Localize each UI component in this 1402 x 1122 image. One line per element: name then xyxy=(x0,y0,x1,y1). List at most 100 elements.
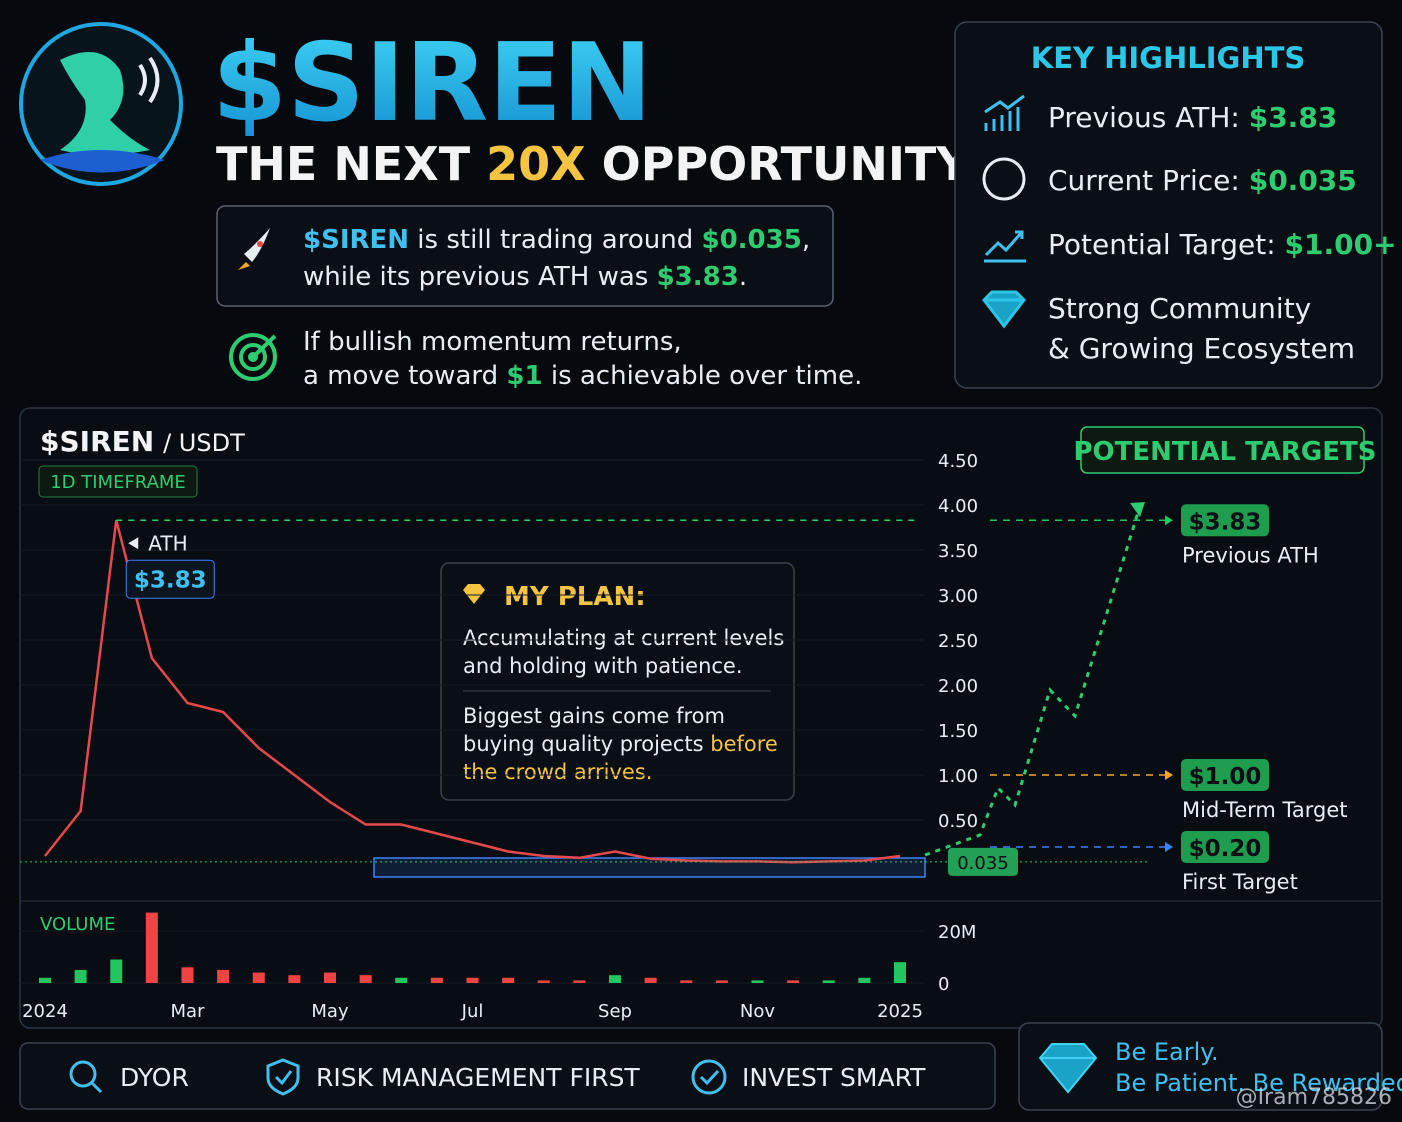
target-label: $1.00 xyxy=(1189,764,1262,790)
volume-bar xyxy=(359,975,372,983)
volume-bar xyxy=(751,980,764,983)
volume-bar xyxy=(573,980,586,983)
logo xyxy=(19,22,183,186)
info-line: $SIREN is still trading around $0.035, xyxy=(303,225,810,255)
y-tick-label: 4.50 xyxy=(938,451,978,472)
volume-bar xyxy=(822,980,835,983)
x-tick-label: 2024 xyxy=(22,1001,68,1022)
volume-bar xyxy=(252,972,265,983)
info-price: $0.035 xyxy=(701,225,801,255)
volume-bar xyxy=(324,972,336,983)
projection-arrow xyxy=(1130,502,1145,517)
slogan-line: Be Patient. Be Rewarded. xyxy=(1115,1069,1402,1097)
highlight-item: Current Price: $0.035 xyxy=(1048,164,1357,197)
highlight-value: $3.83 xyxy=(1249,101,1338,134)
highlight-item: Previous ATH: $3.83 xyxy=(1048,101,1337,134)
volume-bar xyxy=(217,969,230,983)
plan-text: Accumulating at current levels xyxy=(463,626,784,650)
target-arrow xyxy=(1165,770,1173,780)
highlights-title: KEY HIGHLIGHTS xyxy=(1031,41,1306,75)
volume-tick-label: 0 xyxy=(938,974,949,995)
y-tick-label: 2.00 xyxy=(938,676,978,697)
pair-title: $SIREN / USDT xyxy=(40,425,245,458)
slogan-line: Be Early. xyxy=(1115,1038,1219,1066)
volume-bar xyxy=(537,980,550,983)
target-label: $3.83 xyxy=(1189,509,1262,535)
footer-panel xyxy=(19,1042,996,1110)
target-label: $0.20 xyxy=(1189,836,1262,862)
price-line xyxy=(44,519,901,864)
plan-text: and holding with patience. xyxy=(463,654,743,678)
target-badge xyxy=(1181,831,1269,863)
volume-bar xyxy=(858,977,871,983)
volume-bar xyxy=(395,977,408,983)
volume-title: VOLUME xyxy=(40,914,115,935)
volume-bar xyxy=(787,980,800,983)
footer-item: INVEST SMART xyxy=(742,1063,926,1092)
volume-bar xyxy=(466,977,479,983)
info-text: . xyxy=(739,262,747,292)
x-tick-label: Sep xyxy=(598,1001,632,1022)
rocket-icon xyxy=(238,228,270,270)
targets-title: POTENTIAL TARGETS xyxy=(1074,437,1377,467)
timeframe-badge xyxy=(38,465,198,498)
subtitle-part: OPPORTUNITY? xyxy=(586,137,997,191)
volume-bar xyxy=(288,975,301,983)
info-text: is still trading around xyxy=(409,225,701,255)
info-token: $SIREN xyxy=(303,225,409,255)
ath-badge xyxy=(125,559,215,599)
subtitle-part: THE NEXT xyxy=(216,137,486,191)
volume-bar xyxy=(644,977,657,983)
x-tick-label: 2025 xyxy=(877,1001,923,1022)
target-name: Mid-Term Target xyxy=(1182,798,1347,822)
volume-bar xyxy=(715,980,728,983)
highlight-label: Previous ATH: xyxy=(1048,101,1240,134)
target-icon xyxy=(229,333,277,381)
current-price-badge xyxy=(948,847,1018,876)
highlight-label: Current Price: xyxy=(1048,164,1240,197)
info-line: while its previous ATH was $3.83. xyxy=(303,262,747,292)
momentum-text: is achievable over time. xyxy=(543,361,863,391)
volume-bar xyxy=(181,967,194,983)
footer-item: DYOR xyxy=(120,1063,189,1092)
target-arrow xyxy=(1165,515,1173,526)
x-tick-label: Jul xyxy=(461,1001,484,1022)
plan-title: MY PLAN: xyxy=(504,582,646,612)
target-arrow xyxy=(1165,842,1173,852)
highlight-icons xyxy=(982,94,1026,329)
target-badge xyxy=(1181,759,1269,791)
y-tick-label: 2.50 xyxy=(938,631,978,652)
slogan-panel xyxy=(1018,1022,1383,1111)
footer-item: RISK MANAGEMENT FIRST xyxy=(316,1063,640,1092)
volume-tick-label: 20M xyxy=(938,922,976,943)
plan-text: Biggest gains come from xyxy=(463,704,725,728)
timeframe: 1D TIMEFRAME xyxy=(50,472,186,493)
projection-path xyxy=(924,505,1142,857)
current-price-label: 0.035 xyxy=(957,853,1009,874)
pair-base: $SIREN xyxy=(40,425,154,458)
plan-box xyxy=(440,562,795,801)
target-badge xyxy=(1181,504,1269,537)
y-tick-label: 3.00 xyxy=(938,586,978,607)
plan-emphasis: before xyxy=(710,732,778,756)
momentum-target: $1 xyxy=(506,361,542,391)
volume-bar xyxy=(502,977,515,983)
x-tick-label: May xyxy=(311,1001,349,1022)
highlights-panel xyxy=(954,21,1383,389)
highlight-item: Potential Target: $1.00+ xyxy=(1048,228,1397,261)
highlight-label: Potential Target: xyxy=(1048,228,1276,261)
plan-emphasis: the crowd arrives. xyxy=(463,760,652,784)
momentum-text: a move toward xyxy=(303,361,506,391)
momentum-line: a move toward $1 is achievable over time… xyxy=(303,361,862,391)
pair-quote: / USDT xyxy=(163,429,245,457)
ath-label: $3.83 xyxy=(134,567,207,593)
volume-bar xyxy=(74,969,87,983)
plan-text-part: buying quality projects xyxy=(463,732,710,756)
target-name: First Target xyxy=(1182,870,1298,894)
y-tick-label: 3.50 xyxy=(938,541,978,562)
x-tick-label: Nov xyxy=(740,1001,775,1022)
footer-icons xyxy=(69,1058,727,1096)
subtitle: THE NEXT 20X OPPORTUNITY? xyxy=(216,137,996,191)
